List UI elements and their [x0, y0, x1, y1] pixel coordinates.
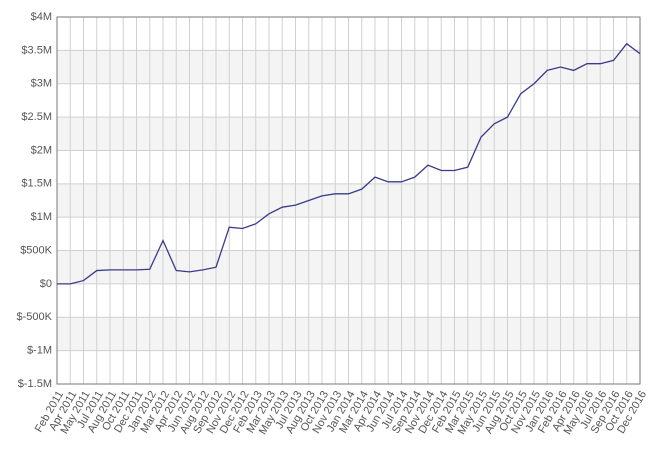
y-tick-label: $1M: [31, 211, 52, 223]
y-tick-label: $2.5M: [21, 111, 52, 123]
y-tick-label: $3.5M: [21, 44, 52, 56]
plot-border: [56, 16, 641, 385]
y-tick-label: $-500K: [17, 311, 53, 323]
line: [57, 42, 641, 285]
y-tick-label: $0: [40, 278, 52, 290]
y-tick-label: $500K: [20, 244, 52, 256]
y-tick-label: $4M: [31, 11, 52, 23]
y-tick-label: $-1M: [27, 345, 52, 357]
y-tick-label: $3M: [31, 78, 52, 90]
y-tick-label: $2M: [31, 144, 52, 156]
y-tick-label: $1.5M: [21, 178, 52, 190]
y-tick-label: $-1.5M: [18, 378, 52, 390]
